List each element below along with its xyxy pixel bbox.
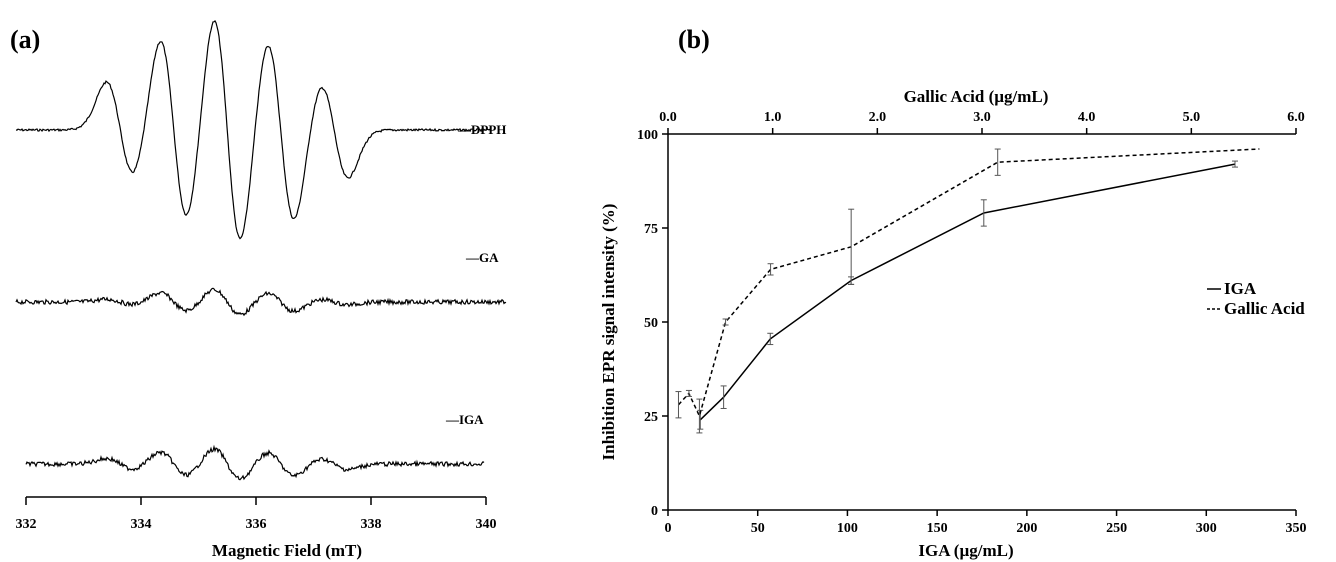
field-tick-label-2: 336 xyxy=(246,517,267,532)
gallic-acid-axis-title: Gallic Acid (µg/mL) xyxy=(904,87,1049,106)
series-line-iga xyxy=(699,163,1236,421)
gallic-acid-tick-label-5: 5.0 xyxy=(1183,110,1201,125)
inhibition-tick-label-0: 0 xyxy=(651,504,658,519)
field-tick-label-1: 334 xyxy=(131,517,152,532)
epr-trace-ga xyxy=(15,287,507,317)
field-tick-label-4: 340 xyxy=(476,517,497,532)
inhibition-tick-label-4: 100 xyxy=(637,128,658,143)
field-tick-label-3: 338 xyxy=(361,517,382,532)
error-bar-iga-5 xyxy=(1231,160,1238,168)
gallic-acid-tick-label-3: 3.0 xyxy=(973,110,991,125)
epr-trace-labels: —DPPH —GA —IGA xyxy=(445,122,506,427)
panel-b-label: (b) xyxy=(678,25,710,54)
iga-tick-label-3: 150 xyxy=(927,521,948,536)
legend-label-iga: IGA xyxy=(1224,279,1257,298)
iga-tick-label-0: 0 xyxy=(665,521,672,536)
error-bar-gallic-acid-6 xyxy=(994,148,1001,176)
error-bar-iga-2 xyxy=(767,332,774,346)
magnetic-field-axis-title: Magnetic Field (mT) xyxy=(212,541,362,560)
gallic-acid-tick-label-0: 0.0 xyxy=(659,110,677,125)
error-bar-iga-1 xyxy=(720,385,727,409)
epr-trace-label-iga: —IGA xyxy=(445,412,484,427)
error-bar-iga-4 xyxy=(980,199,987,227)
panel-b-inhibition-chart: (b) Gallic Acid (µg/mL) Inhibition EPR s… xyxy=(599,25,1307,560)
epr-trace-dpph xyxy=(15,19,491,240)
error-bar-gallic-acid-1 xyxy=(685,389,692,397)
magnetic-field-ticks: 332 334 336 338 340 xyxy=(16,497,497,532)
panel-a-epr-spectra: (a) —DPPH —GA —IGA 332 334 336 338 340 Magneti… xyxy=(10,19,507,560)
field-tick-label-0: 332 xyxy=(16,517,37,532)
gallic-acid-tick-label-1: 1.0 xyxy=(764,110,782,125)
iga-tick-label-5: 250 xyxy=(1106,521,1127,536)
gallic-acid-tick-label-4: 4.0 xyxy=(1078,110,1096,125)
iga-axis-title: IGA (µg/mL) xyxy=(918,541,1013,560)
error-bar-gallic-acid-0 xyxy=(675,391,682,419)
series-line-gallic-acid xyxy=(677,148,1260,419)
iga-tick-label-1: 50 xyxy=(751,521,765,536)
iga-tick-label-6: 300 xyxy=(1196,521,1217,536)
epr-trace-label-dpph: —DPPH xyxy=(457,122,506,137)
inhibition-tick-label-3: 75 xyxy=(644,222,658,237)
error-bar-gallic-acid-2 xyxy=(696,398,703,434)
inhibition-tick-label-1: 25 xyxy=(644,410,658,425)
legend-label-gallic-acid: Gallic Acid xyxy=(1224,299,1305,318)
gallic-acid-tick-label-6: 6.0 xyxy=(1287,110,1305,125)
error-bar-gallic-acid-3 xyxy=(722,318,729,326)
chart-series xyxy=(675,148,1260,434)
epr-traces xyxy=(15,19,507,481)
error-bar-gallic-acid-5 xyxy=(848,208,855,285)
iga-tick-label-2: 100 xyxy=(837,521,858,536)
epr-trace-iga xyxy=(25,444,485,481)
error-bar-gallic-acid-4 xyxy=(767,263,774,276)
panel-a-label: (a) xyxy=(10,25,40,54)
iga-tick-label-4: 200 xyxy=(1016,521,1037,536)
epr-trace-label-ga: —GA xyxy=(465,250,499,265)
gallic-acid-tick-label-2: 2.0 xyxy=(869,110,887,125)
iga-tick-label-7: 350 xyxy=(1286,521,1307,536)
inhibition-tick-label-2: 50 xyxy=(644,316,658,331)
inhibition-axis-title: Inhibition EPR signal intensity (%) xyxy=(599,204,618,461)
